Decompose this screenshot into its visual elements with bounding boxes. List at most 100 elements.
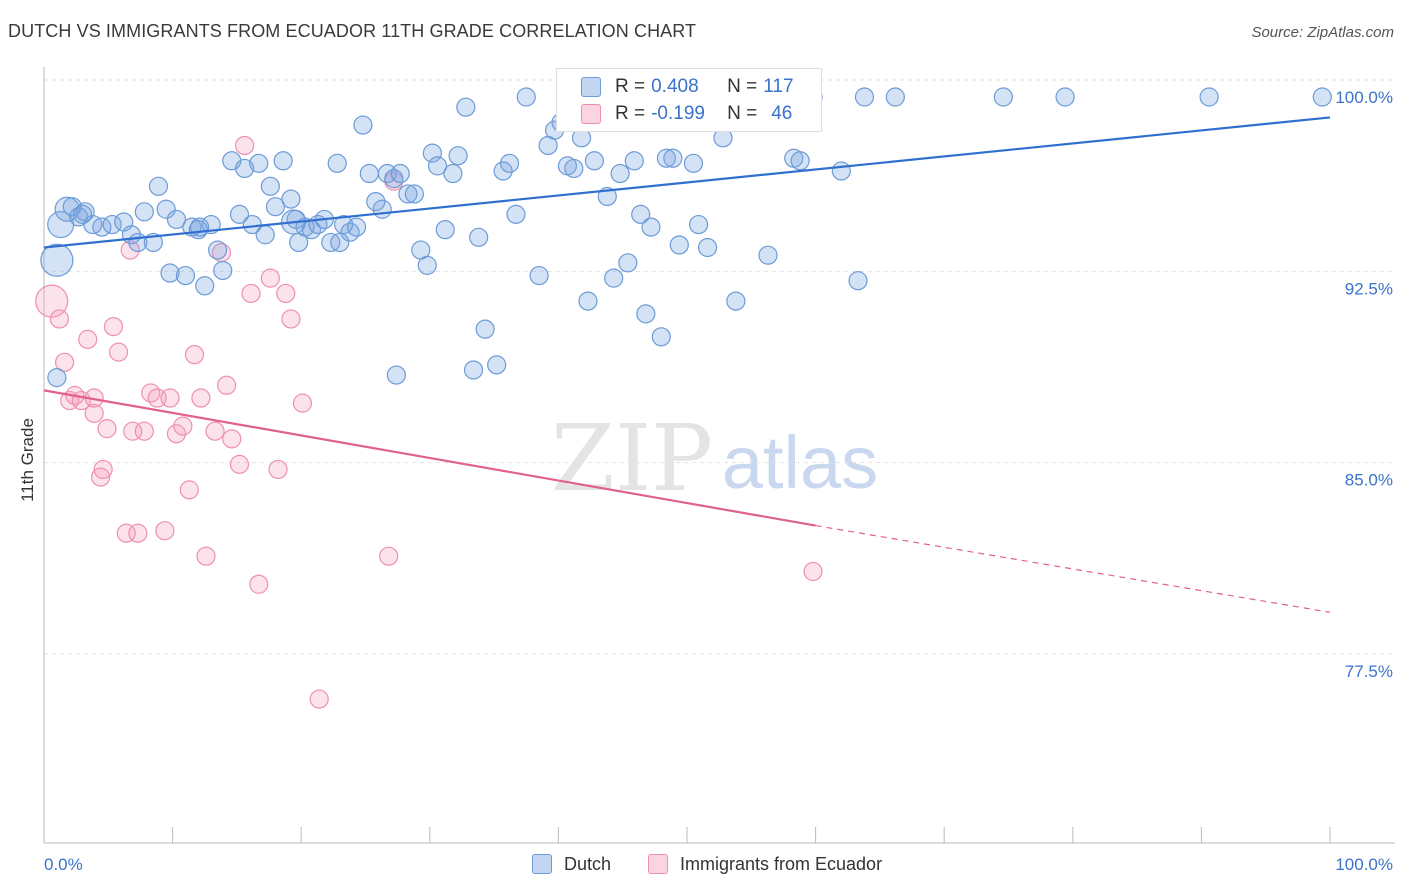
y-tick-label: 92.5% (1345, 279, 1393, 298)
dutch-point (636, 304, 656, 324)
dutch-point (506, 204, 526, 224)
dutch-point (384, 169, 404, 189)
r-value: -0.199 (651, 103, 705, 124)
y-tick-label: 77.5% (1345, 662, 1393, 681)
dutch-point (604, 268, 624, 288)
dutch-point (422, 143, 442, 163)
dutch-point (885, 87, 905, 107)
ecuador-point (120, 240, 140, 260)
dutch-trend-line (43, 116, 1331, 249)
dutch-point (663, 148, 683, 168)
ecuador-point (54, 352, 75, 372)
dutch-point (790, 151, 810, 171)
dutch-point (72, 204, 93, 224)
dutch-point (456, 97, 476, 117)
dutch-point (353, 115, 373, 135)
dutch-point (993, 87, 1013, 107)
dutch-point (340, 222, 360, 242)
ecuador-point (217, 375, 237, 395)
dutch-point (1312, 87, 1332, 107)
dutch-point (578, 291, 598, 311)
ecuador-point (166, 424, 187, 444)
ecuador-point (191, 388, 211, 408)
dutch-point (656, 148, 677, 168)
ecuador-legend-swatch (648, 854, 668, 874)
dutch-point (435, 220, 455, 240)
legend-row-ecuador: R = -0.199 N = 46 (581, 102, 792, 126)
dutch-point (102, 214, 122, 235)
ecuador-point (309, 689, 329, 709)
legend-row-dutch: R = 0.408 N = 117 (581, 75, 794, 99)
ecuador-point (241, 283, 261, 304)
ecuador-point (49, 309, 70, 329)
dutch-point (330, 232, 350, 253)
dutch-point (463, 360, 484, 380)
ecuador-point (260, 268, 280, 288)
ecuador-point (184, 345, 205, 365)
dutch-point (265, 197, 286, 217)
dutch-point (854, 87, 875, 107)
ecuador-point (379, 546, 399, 566)
source-label: Source: ZipAtlas.com (1251, 24, 1394, 41)
dutch-point (631, 204, 651, 224)
dutch-point (40, 243, 74, 277)
y-tick-label: 100.0% (1335, 88, 1393, 107)
ecuador-point (141, 383, 161, 403)
dutch-swatch (581, 77, 601, 97)
ecuador-point (90, 467, 111, 487)
ecuador-point (179, 480, 199, 500)
dutch-point (529, 265, 549, 286)
ecuador-point (222, 429, 242, 449)
ecuador-swatch (581, 104, 601, 124)
dutch-point (249, 153, 269, 173)
x-tick-label: 100.0% (1335, 855, 1393, 874)
dutch-point (229, 204, 250, 224)
dutch-point (726, 291, 746, 311)
ecuador-point (116, 523, 136, 543)
n-value: 117 (763, 76, 794, 97)
legend-item-dutch[interactable]: Dutch (532, 852, 611, 876)
dutch-point (669, 235, 689, 255)
chart-title: DUTCH VS IMMIGRANTS FROM ECUADOR 11TH GR… (8, 21, 697, 41)
r-label: R = (615, 76, 646, 97)
ecuador-point (97, 419, 117, 439)
dutch-point (831, 161, 851, 181)
ecuador-point (123, 421, 143, 441)
ecuador-point (292, 393, 313, 413)
dutch-point (417, 255, 437, 275)
dutch-point (475, 319, 495, 339)
r-value: 0.408 (651, 76, 699, 97)
dutch-point (758, 245, 778, 265)
ecuador-point (268, 459, 288, 480)
watermark-zip: ZIP (551, 405, 713, 512)
dutch-point (166, 209, 187, 230)
legend-item-ecuador[interactable]: Immigrants from Ecuador (648, 852, 882, 876)
dutch-point (398, 184, 418, 204)
dutch-point (618, 253, 638, 273)
dutch-point (148, 176, 169, 196)
dutch-point (386, 365, 406, 385)
ecuador-point (155, 521, 175, 541)
dutch-point (359, 163, 379, 184)
watermark: ZIP atlas (551, 405, 878, 512)
dutch-point (448, 146, 468, 166)
ecuador-point (128, 523, 148, 543)
dutch-point (688, 214, 709, 235)
ecuador-points (35, 135, 823, 709)
dutch-point (372, 199, 392, 219)
y-tick-label: 85.0% (1345, 471, 1393, 490)
ecuador-point (108, 342, 129, 362)
ecuador-point (160, 388, 180, 408)
r-label: R = (615, 103, 646, 124)
tick-labels: 77.5% 85.0% 92.5% 100.0% 0.0% 100.0% (44, 88, 1393, 874)
n-label: N = (727, 76, 758, 97)
legend-label-ecuador: Immigrants from Ecuador (680, 853, 883, 874)
dutch-point (499, 153, 520, 173)
dutch-point (134, 202, 154, 222)
ecuador-point (281, 309, 301, 329)
ecuador-point (249, 574, 269, 594)
dutch-point (213, 260, 233, 281)
n-label: N = (727, 103, 758, 124)
ecuador-point (78, 329, 98, 349)
